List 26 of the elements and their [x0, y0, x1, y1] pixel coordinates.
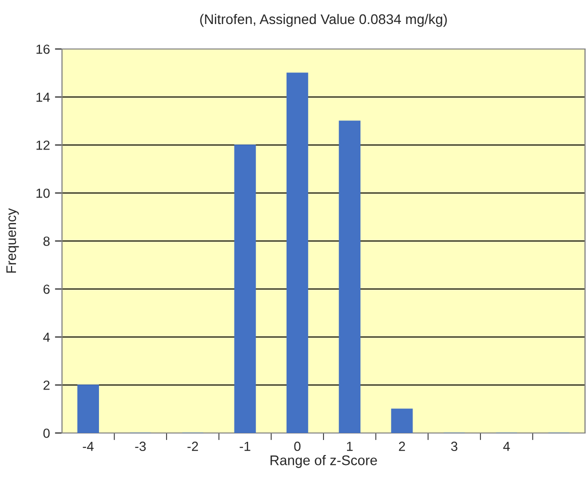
x-tick-label: 3 [451, 442, 458, 452]
y-axis-title: Frequency [6, 208, 19, 273]
bar [286, 72, 308, 433]
x-tick-label: 1 [346, 442, 353, 451]
chart-title: (Nitrofen, Assigned Value 0.0834 mg/kg) [200, 14, 447, 27]
bar [338, 120, 360, 433]
y-tick-label: 4 [43, 332, 50, 342]
x-tick-label: 2 [398, 442, 405, 451]
y-tick-label: 10 [36, 188, 50, 198]
y-tick-label: 12 [36, 140, 50, 150]
y-tick-label: 6 [44, 284, 50, 294]
y-tick-label: 2 [44, 380, 50, 390]
x-tick-label: -2 [187, 442, 198, 451]
bar [391, 408, 413, 433]
y-tick-label: 0 [43, 428, 50, 438]
x-tick-label: 4 [503, 442, 510, 451]
x-tick-label: -3 [135, 442, 146, 452]
x-tick-label: -1 [240, 442, 250, 451]
x-axis-title: Range of z-Score [270, 455, 377, 468]
bar [234, 144, 256, 433]
y-tick-label: 8 [43, 236, 50, 246]
x-tick-label: -4 [82, 442, 94, 451]
x-tick-label: 0 [294, 442, 301, 452]
y-tick-label: 14 [36, 92, 50, 102]
bar [77, 384, 99, 433]
y-tick-label: 16 [36, 44, 50, 54]
